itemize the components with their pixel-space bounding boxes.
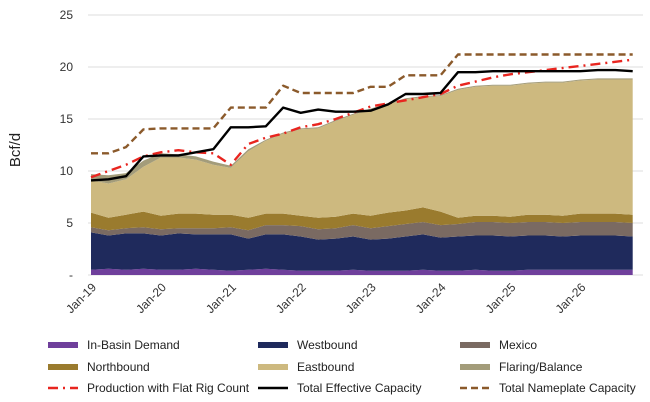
legend-swatch [460,384,490,392]
stacked-areas [91,78,633,275]
legend-swatch [258,342,288,348]
x-axis-ticks: Jan-19 Jan-20 Jan-21 Jan-22 Jan-23 Jan-24 Jan-… [63,280,588,316]
legend-swatch [48,364,78,370]
line-total-nameplate-capacity [91,53,633,155]
y-axis-ticks: - 5 10 15 20 25 [60,8,74,282]
area-eastbound [91,79,633,218]
legend-swatch [48,384,78,392]
y-axis-label: Bcf/d [7,133,24,167]
x-tick-label: Jan-20 [133,280,169,316]
legend-swatch [258,384,288,392]
legend-label: Flaring/Balance [499,360,583,374]
y-tick-label: 25 [60,8,74,22]
legend-swatch [460,364,490,370]
line-series [90,53,633,182]
legend-label: Northbound [87,360,150,374]
x-tick-label: Jan-25 [483,280,519,316]
x-tick-label: Jan-19 [63,280,99,316]
chart: - 5 10 15 20 25 Bcf/d Jan-19 Jan-20 Jan-21 Jan-2… [7,8,643,316]
legend-label: Production with Flat Rig Count [87,381,250,395]
legend-item: Westbound [258,338,358,352]
area-northbound [91,207,633,231]
legend-label: Total Effective Capacity [297,381,422,395]
y-tick-label: 10 [60,164,74,178]
area-westbound [91,232,633,271]
legend-item: In-Basin Demand [48,338,180,352]
legend-swatch [48,342,78,348]
legend-label: Westbound [297,338,358,352]
legend-label: Total Nameplate Capacity [499,381,636,395]
y-tick-label: 20 [60,60,74,74]
x-tick-label: Jan-21 [203,280,239,316]
x-tick-label: Jan-24 [413,280,449,316]
legend-label: Eastbound [297,360,355,374]
x-tick-label: Jan-26 [553,280,589,316]
legend-swatch [460,342,490,348]
x-tick-label: Jan-23 [343,280,379,316]
legend-item: Eastbound [258,360,354,374]
line-total-effective-capacity [90,68,633,182]
legend-item: Total Effective Capacity [258,381,422,395]
legend-item: Northbound [48,360,150,374]
y-tick-label: 15 [60,112,74,126]
legend-item: Mexico [460,338,537,352]
y-tick-label: 5 [66,216,73,230]
legend-label: Mexico [499,338,538,352]
legend-swatch [258,364,288,370]
legend-item: Production with Flat Rig Count [48,381,249,395]
x-tick-label: Jan-22 [273,280,309,316]
legend-item: Flaring/Balance [460,360,582,374]
y-tick-label: - [69,268,73,282]
legend-label: In-Basin Demand [87,338,180,352]
area-mexico [91,222,633,240]
area-in-basin-demand [91,268,633,275]
line-production-with-flat-rig-count [90,58,633,179]
legend: In-Basin Demand Westbound Mexico Northbound… [0,330,650,402]
legend-item: Total Nameplate Capacity [460,381,636,395]
